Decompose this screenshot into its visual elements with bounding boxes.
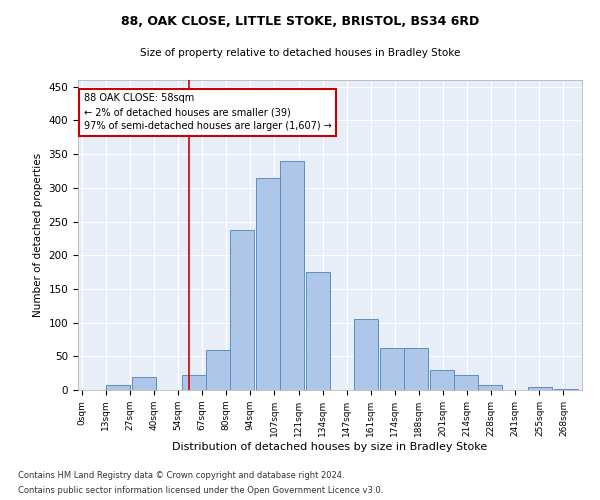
Text: 88, OAK CLOSE, LITTLE STOKE, BRISTOL, BS34 6RD: 88, OAK CLOSE, LITTLE STOKE, BRISTOL, BS…: [121, 15, 479, 28]
Bar: [132, 376, 156, 390]
Bar: [230, 230, 254, 390]
Bar: [478, 384, 502, 390]
Bar: [404, 348, 428, 390]
Y-axis label: Number of detached properties: Number of detached properties: [33, 153, 43, 317]
Bar: [206, 350, 230, 390]
Text: Contains public sector information licensed under the Open Government Licence v3: Contains public sector information licen…: [18, 486, 383, 495]
Bar: [454, 375, 478, 390]
Bar: [554, 388, 578, 390]
Bar: [354, 319, 378, 390]
Bar: [256, 178, 280, 390]
Text: 88 OAK CLOSE: 58sqm
← 2% of detached houses are smaller (39)
97% of semi-detache: 88 OAK CLOSE: 58sqm ← 2% of detached hou…: [83, 94, 331, 132]
Bar: [430, 370, 454, 390]
Bar: [528, 386, 553, 390]
X-axis label: Distribution of detached houses by size in Bradley Stoke: Distribution of detached houses by size …: [172, 442, 488, 452]
Bar: [106, 384, 130, 390]
Bar: [280, 161, 304, 390]
Bar: [380, 348, 404, 390]
Text: Size of property relative to detached houses in Bradley Stoke: Size of property relative to detached ho…: [140, 48, 460, 58]
Bar: [306, 272, 330, 390]
Bar: [182, 375, 206, 390]
Text: Contains HM Land Registry data © Crown copyright and database right 2024.: Contains HM Land Registry data © Crown c…: [18, 471, 344, 480]
